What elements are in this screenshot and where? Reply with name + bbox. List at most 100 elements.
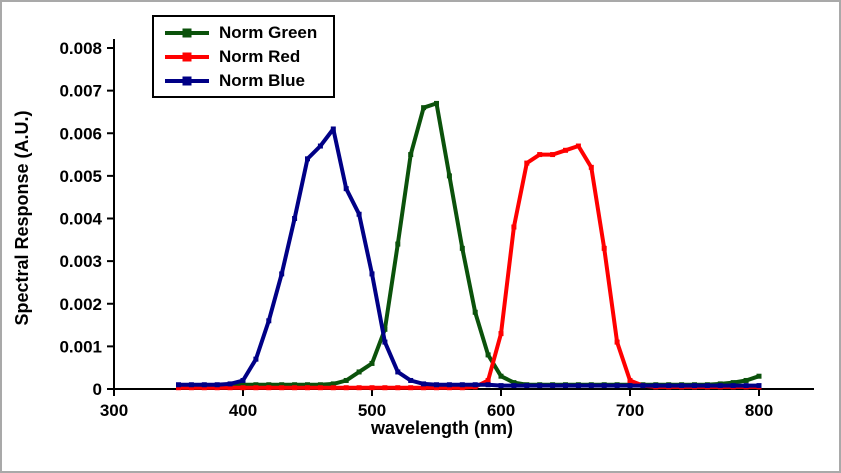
series-marker <box>704 383 710 389</box>
series-marker <box>292 216 298 221</box>
series-marker <box>743 377 749 383</box>
series-marker <box>266 382 272 388</box>
series-marker <box>575 143 581 149</box>
series-marker <box>614 383 620 389</box>
legend-label-norm-green: Norm Green <box>219 23 318 42</box>
series-marker <box>408 152 414 158</box>
series-marker <box>356 385 362 391</box>
series-line-norm-green <box>176 101 761 389</box>
legend-line-green-icon <box>165 28 209 37</box>
series-marker <box>459 385 465 391</box>
series-marker <box>434 385 439 391</box>
series-marker <box>330 126 336 132</box>
series-marker <box>201 382 207 388</box>
series-marker <box>434 382 439 388</box>
legend-item-norm-blue: Norm Blue <box>164 72 317 89</box>
y-tick-label: 0.003 <box>59 252 102 271</box>
series-marker <box>459 245 465 251</box>
series-marker <box>253 385 259 391</box>
series-marker <box>240 382 246 388</box>
series-marker <box>382 339 388 345</box>
series-marker <box>537 152 543 158</box>
series-marker <box>421 105 427 111</box>
series-marker <box>201 385 207 391</box>
series-line-norm-blue <box>176 127 761 388</box>
series-marker <box>511 380 517 386</box>
series-marker <box>395 369 401 375</box>
series-marker <box>253 356 259 362</box>
series-marker <box>446 385 452 391</box>
series-marker <box>421 381 427 387</box>
series-marker <box>408 377 414 383</box>
x-tick-label: 700 <box>616 401 644 420</box>
series-marker <box>176 385 181 391</box>
series-marker <box>485 352 491 358</box>
series-marker <box>176 382 181 388</box>
series-marker <box>485 382 491 388</box>
legend-label-norm-blue: Norm Blue <box>219 71 305 90</box>
series-marker <box>421 385 427 391</box>
series-marker <box>382 385 388 391</box>
series-marker <box>511 383 517 389</box>
x-axis-title: wavelength (nm) <box>370 418 513 438</box>
series-marker <box>279 271 285 277</box>
series-marker <box>266 318 272 324</box>
series-marker <box>266 385 272 391</box>
series-marker <box>588 164 594 170</box>
series-marker <box>343 385 349 391</box>
legend-line-blue-icon <box>165 76 209 85</box>
series-marker <box>356 211 362 217</box>
series-marker <box>369 385 375 391</box>
series-marker <box>472 309 478 315</box>
y-tick-label: 0.007 <box>59 82 102 101</box>
series-marker <box>537 383 543 389</box>
series-marker <box>640 383 646 389</box>
series-marker <box>227 385 233 391</box>
series-marker <box>550 152 556 158</box>
y-tick-label: 0 <box>93 380 102 399</box>
series-marker <box>279 382 285 388</box>
series-marker <box>485 377 491 383</box>
series-marker <box>369 360 375 366</box>
series-marker <box>563 147 568 153</box>
x-tick-label: 800 <box>745 401 773 420</box>
x-tick-label: 600 <box>487 401 515 420</box>
series-marker <box>292 385 298 391</box>
y-tick-label: 0.004 <box>59 210 102 229</box>
series-marker <box>524 383 530 389</box>
series-marker <box>240 385 246 391</box>
series-marker <box>627 383 633 389</box>
series-marker <box>446 382 452 388</box>
series-marker <box>575 383 581 389</box>
legend: Norm Green Norm Red Norm Blue <box>152 15 336 98</box>
series-marker <box>730 383 736 389</box>
series-marker <box>330 381 336 387</box>
series-marker <box>369 271 375 277</box>
y-tick-label: 0.005 <box>59 167 102 186</box>
series-marker <box>588 383 594 389</box>
y-tick-label: 0.002 <box>59 295 102 314</box>
series-marker <box>446 173 452 179</box>
series-marker <box>356 369 362 375</box>
y-tick-label: 0.006 <box>59 124 102 143</box>
series-marker <box>653 383 659 389</box>
series-marker <box>188 382 194 388</box>
series-marker <box>472 382 478 388</box>
series-marker <box>743 383 749 389</box>
series-marker <box>305 382 310 388</box>
x-tick-label: 400 <box>229 401 257 420</box>
y-tick-label: 0.008 <box>59 39 102 58</box>
series-marker <box>395 241 401 247</box>
series-marker <box>330 385 336 391</box>
series-marker <box>601 245 607 251</box>
series-marker <box>666 383 672 389</box>
series-marker <box>730 380 736 386</box>
series-marker <box>601 383 607 389</box>
series-marker <box>317 143 323 149</box>
series-marker <box>498 383 504 389</box>
series-marker <box>756 383 762 389</box>
series-marker <box>717 383 723 389</box>
series-marker <box>498 331 504 337</box>
y-tick-label: 0.001 <box>59 337 102 356</box>
